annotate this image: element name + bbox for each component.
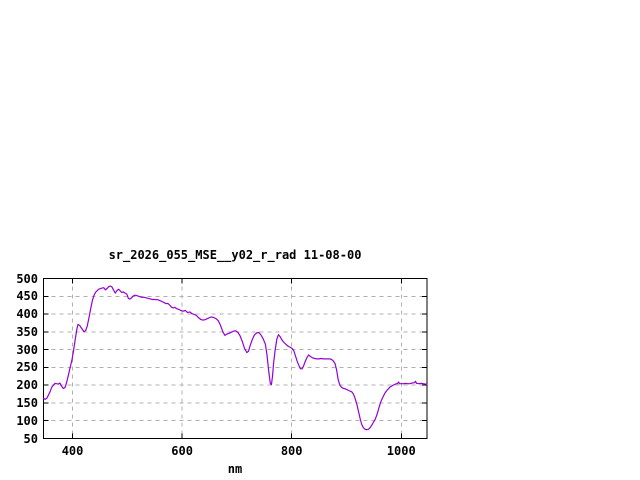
y-tick-label: 400 <box>16 307 38 322</box>
y-tick-label: 250 <box>16 360 38 375</box>
y-tick-label: 50 <box>23 431 38 446</box>
x-tick-label: 600 <box>171 444 193 458</box>
y-tick-label: 450 <box>16 289 38 304</box>
y-tick-label: 200 <box>16 378 38 393</box>
x-tick-label: 400 <box>61 444 84 458</box>
y-tick-label: 350 <box>16 324 38 339</box>
chart-title: sr_2026_055_MSE__y02_r_rad 11-08-00 <box>108 248 362 262</box>
x-tick-label: 1000 <box>386 444 416 458</box>
plot-border <box>43 278 428 439</box>
x-tick-label: 800 <box>280 444 303 458</box>
y-tick-label: 300 <box>16 342 38 357</box>
spectrum-line <box>42 285 428 431</box>
y-tick-label: 100 <box>16 413 38 428</box>
y-tick-label: 150 <box>16 395 38 410</box>
y-tick-label: 500 <box>16 271 38 286</box>
x-axis-title: nm <box>227 462 243 476</box>
